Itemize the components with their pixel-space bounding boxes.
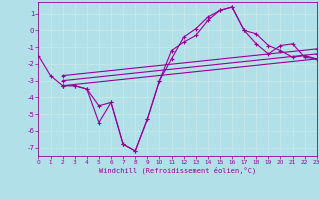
X-axis label: Windchill (Refroidissement éolien,°C): Windchill (Refroidissement éolien,°C)	[99, 167, 256, 174]
